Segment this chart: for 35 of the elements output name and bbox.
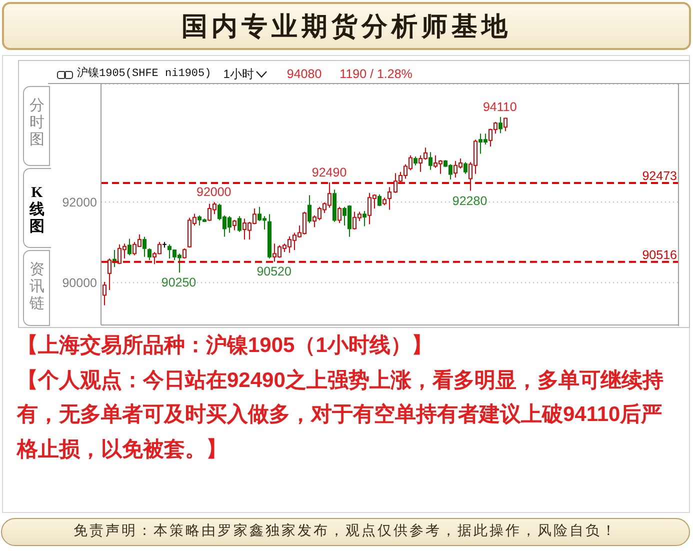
annotation: 92490 xyxy=(312,165,347,180)
candlestick xyxy=(142,236,146,258)
candlestick xyxy=(148,248,152,261)
candlestick xyxy=(498,116,502,134)
text: 94080 xyxy=(286,67,322,82)
text: 1小时 xyxy=(223,67,254,82)
candlestick xyxy=(362,210,366,227)
annotation: 94110 xyxy=(482,100,517,114)
y-tick-label: 90000 xyxy=(62,276,98,290)
candlestick xyxy=(504,117,508,132)
text: 【个人观点：今日站在92490之上强势上涨，看多明显，多单可继续持有，无多单者可及时买入做多，对于有空单持有者建议上破94110后严格止损，以免被套。】 xyxy=(17,368,664,464)
text: 【上海交易所品种：沪镍1905（1小时线）】 xyxy=(17,332,434,359)
candlestick xyxy=(102,281,106,306)
text: 免责声明：本策略由罗家鑫独家发布，观点仅供参考，据此操作，风险自负！ xyxy=(72,523,618,541)
chart-title: 国内专业期货分析师基地 xyxy=(180,10,512,42)
annotation: 90520 xyxy=(256,264,292,279)
tab: K线图 xyxy=(23,168,51,248)
candlestick xyxy=(388,186,392,210)
candlestick xyxy=(238,216,242,232)
candlestick xyxy=(464,162,468,174)
candlestick xyxy=(128,238,132,256)
tab: 分时图 xyxy=(23,86,50,166)
candlestick xyxy=(308,194,312,224)
ref-line-label: 90516 xyxy=(642,248,678,262)
candlestick xyxy=(338,206,342,224)
annotation: 92000 xyxy=(196,185,232,200)
annotation: 90250 xyxy=(161,276,196,290)
candlestick xyxy=(182,248,186,260)
candlestick xyxy=(232,219,236,231)
candlestick xyxy=(428,152,432,170)
ref-line-label: 92473 xyxy=(642,169,678,184)
tab: 资讯链 xyxy=(23,250,50,326)
text: 1190 / 1.28% xyxy=(340,67,412,82)
chart-subtitle: 沪镍1905(SHFE ni1905) xyxy=(77,67,212,82)
annotation: 92280 xyxy=(452,194,488,208)
